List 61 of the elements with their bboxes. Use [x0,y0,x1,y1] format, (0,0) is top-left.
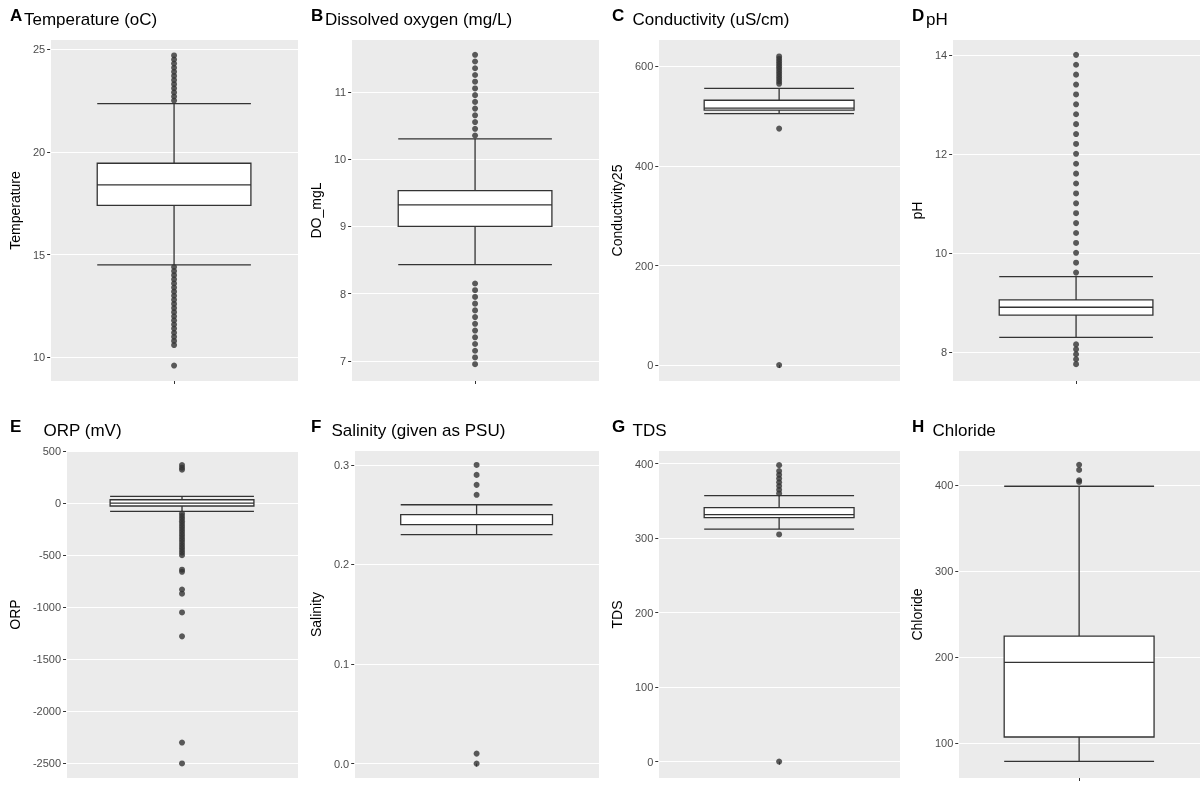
text: C [611,6,624,25]
y-tick-label: 7 [339,354,346,367]
y-axis-title: Chloride [909,588,926,641]
chart-title: Dissolved oxygen (mg/L) [324,10,512,29]
chart-title: Temperature (oC) [24,10,158,29]
y-axis-title: Temperature [7,170,23,250]
y-axis-title: DO_mgL [307,182,324,239]
y-tick-label: 300 [935,565,954,578]
y-tick-label: 15 [32,248,46,261]
text: F [310,417,322,436]
y-tick-label: -1500 [32,653,62,666]
y-tick-label: 400 [935,479,954,492]
y-tick-label: 10 [935,246,948,259]
y-tick-label: 200 [935,651,954,664]
y-tick-label: 0 [54,497,62,510]
y-tick-label: -500 [39,549,62,562]
y-axis-title: Salinity [307,591,324,638]
y-tick-label: 25 [32,43,46,56]
y-tick-label: 500 [42,445,62,457]
chart-title: TDS [632,421,666,440]
y-tick-label: 9 [339,220,346,233]
y-tick-label: 100 [935,737,954,750]
y-tick-label: 0.2 [333,558,349,571]
y-axis-title: ORP [7,599,23,630]
y-tick-label: -2500 [32,757,62,770]
y-tick-label: 200 [634,606,653,619]
y-tick-label: 10 [32,351,46,364]
y-axis-title: Conductivity25 [608,164,625,257]
y-tick-label: 300 [634,532,653,545]
y-axis-title: pH [909,201,926,220]
y-tick-label: 600 [634,60,653,73]
y-tick-label: 20 [32,145,46,158]
chart-title: ORP (mV) [43,421,122,440]
y-tick-label: 0 [646,755,653,768]
y-tick-label: 11 [334,85,346,98]
y-tick-label: 12 [935,147,948,160]
y-tick-label: 200 [634,259,653,272]
text: H [912,417,925,436]
text: B [310,6,324,25]
chart-title: Chloride [932,421,997,440]
y-axis-title: TDS [608,600,625,629]
text: E [10,417,22,436]
text: D [912,6,925,25]
y-tick-label: 0 [646,359,653,372]
chart-title: Salinity (given as PSU) [331,421,506,440]
y-tick-label: -1000 [32,601,62,614]
y-tick-label: 0.1 [333,658,349,671]
y-tick-label: 0.3 [333,458,349,471]
chart-title: pH [926,10,948,29]
chart-title: Conductivity (uS/cm) [632,10,789,29]
text: G [611,417,625,436]
y-tick-label: 100 [634,681,653,694]
y-tick-label: 8 [941,345,948,358]
y-tick-label: 0.0 [333,757,349,770]
y-tick-label: 10 [333,153,346,166]
text: A [10,6,23,25]
y-tick-label: -2000 [32,705,62,718]
y-tick-label: 400 [634,457,653,470]
y-tick-label: 8 [339,287,346,300]
y-tick-label: 14 [935,48,948,61]
y-tick-label: 400 [634,159,653,172]
